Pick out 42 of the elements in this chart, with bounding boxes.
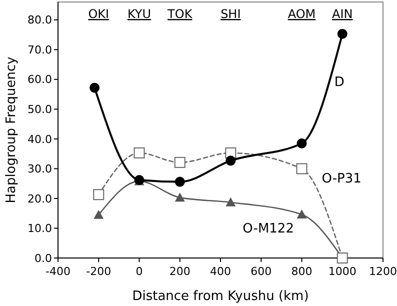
point	[337, 28, 348, 39]
annotation: AOM	[288, 7, 316, 21]
point	[296, 138, 307, 148]
point	[93, 189, 104, 200]
annotation: KYU	[127, 7, 152, 21]
y-tick-label: 80.0	[28, 14, 52, 27]
x-tick-label: -400	[46, 265, 70, 278]
point	[174, 192, 185, 202]
annotation: OKI	[88, 7, 110, 21]
x-tick-label: 0	[136, 265, 143, 278]
y-tick-label: 50.0	[28, 103, 52, 116]
point	[226, 156, 236, 166]
x-tick-label: 1000	[328, 265, 356, 278]
point	[94, 210, 104, 219]
point	[296, 210, 307, 219]
annotation: TOK	[166, 7, 194, 21]
x-tick-label: 800	[291, 265, 312, 278]
point	[90, 82, 100, 93]
y-tick-label: 10.0	[28, 222, 52, 236]
point	[174, 176, 185, 187]
point	[296, 163, 308, 174]
annotation: AIN	[332, 7, 353, 21]
series-label: O-M122	[242, 221, 294, 236]
y-tick-label: 0.0	[34, 252, 52, 265]
x-tick-label: 600	[250, 265, 272, 278]
y-axis-title: Haplogroup Frequency	[4, 56, 19, 204]
x-tick-label: -200	[86, 265, 112, 278]
series-label: D	[334, 74, 344, 90]
point	[134, 147, 145, 158]
point	[226, 197, 236, 206]
x-axis-title: Distance from Kyushu (km)	[132, 289, 309, 304]
y-tick-label: 40.0	[28, 132, 52, 146]
point	[174, 156, 186, 168]
series-label: O-P31	[322, 172, 362, 187]
annotation: SHI	[220, 7, 241, 21]
y-tick-label: 60.0	[28, 73, 52, 86]
x-tick-label: 1200	[369, 265, 397, 278]
x-tick-label: 400	[210, 265, 231, 278]
y-tick-label: 20.0	[28, 192, 52, 206]
x-tick-label: 200	[169, 265, 190, 278]
y-tick-label: 30.0	[28, 162, 52, 176]
y-tick-label: 70.0	[28, 43, 52, 56]
